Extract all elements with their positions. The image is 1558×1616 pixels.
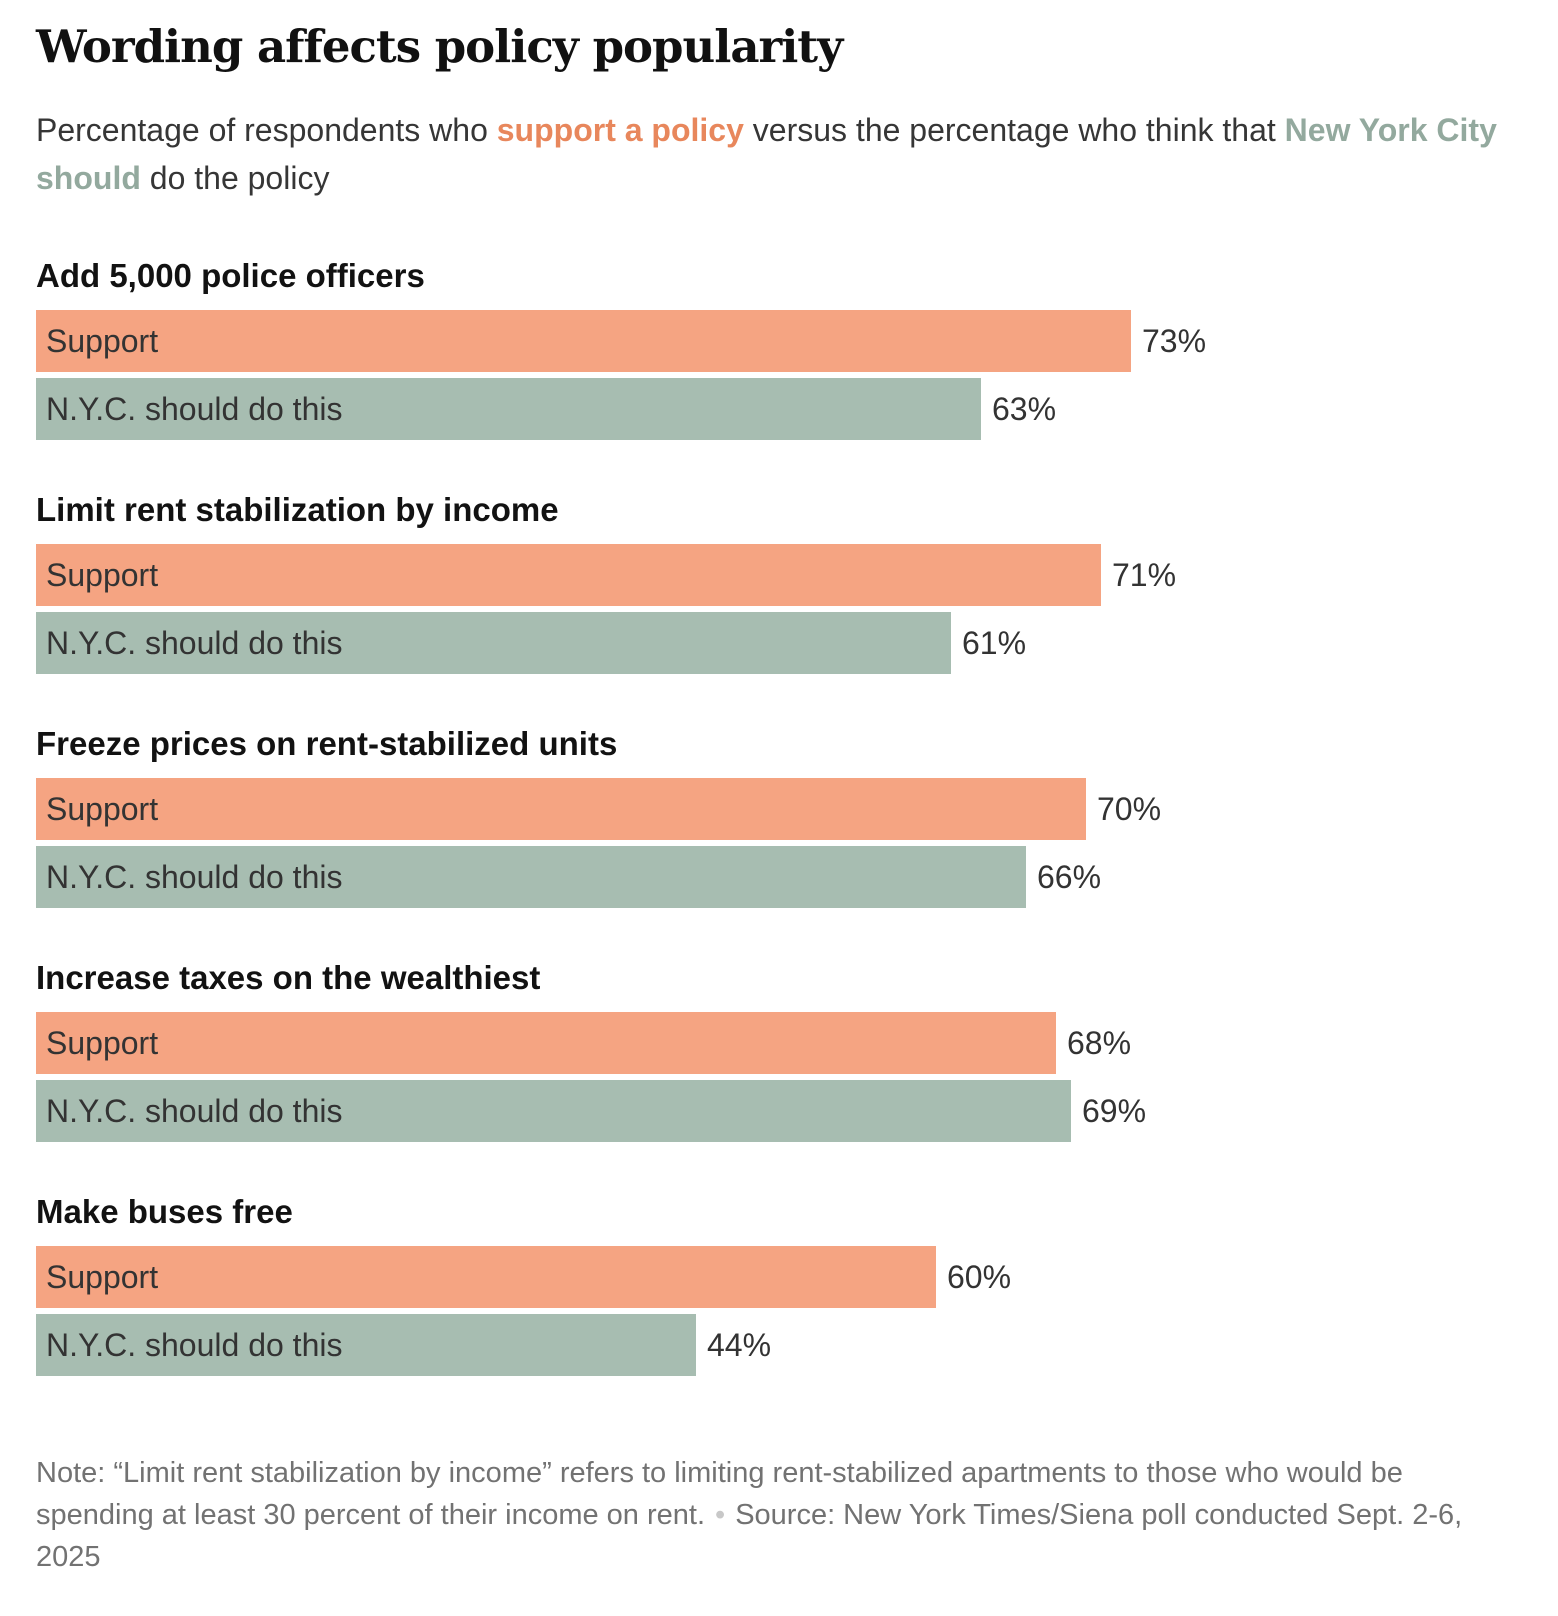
bar-row: N.Y.C. should do this 63% <box>36 378 1526 440</box>
value-label: 70% <box>1097 791 1162 827</box>
series-label: N.Y.C. should do this <box>46 625 343 661</box>
chart-container: Wording affects policy popularity Percen… <box>36 20 1526 1424</box>
policy-title: Make buses free <box>36 1193 293 1230</box>
should-bar <box>36 1080 1071 1142</box>
subtitle-should-highlight: New York City should <box>36 112 1497 196</box>
support-bar <box>36 310 1131 372</box>
bar-row: N.Y.C. should do this 44% <box>36 1314 1526 1376</box>
support-bar <box>36 1246 936 1308</box>
source-text: Source: New York Times/Siena poll conduc… <box>36 1499 1463 1573</box>
subtitle-text-2: versus the percentage who think that <box>743 112 1285 148</box>
support-bar <box>36 778 1086 840</box>
value-label: 44% <box>707 1327 772 1363</box>
should-bar <box>36 1314 696 1376</box>
value-label: 71% <box>1112 557 1177 593</box>
policy-group: Freeze prices on rent-stabilized units Su… <box>36 722 1526 908</box>
series-label: Support <box>46 1025 159 1061</box>
policy-title: Limit rent stabilization by income <box>36 491 559 528</box>
value-label: 73% <box>1142 323 1207 359</box>
policy-group: Limit rent stabilization by income Suppor… <box>36 488 1526 674</box>
policy-title: Increase taxes on the wealthiest <box>36 959 541 996</box>
footnote: Note: “Limit rent stabilization by incom… <box>36 1452 1526 1578</box>
series-label: N.Y.C. should do this <box>46 859 343 895</box>
policy-group: Add 5,000 police officers Support 73% N.Y.C… <box>36 254 1526 440</box>
bar-row: N.Y.C. should do this 69% <box>36 1080 1526 1142</box>
series-label: Support <box>46 557 159 593</box>
policy-group: Make buses free Support 60% N.Y.C. should d… <box>36 1190 1526 1376</box>
subtitle-text-3: do the policy <box>140 160 330 196</box>
series-label: N.Y.C. should do this <box>46 1327 343 1363</box>
subtitle-text-1: Percentage of respondents who <box>36 112 497 148</box>
should-bar <box>36 612 951 674</box>
separator-dot: • <box>715 1499 726 1531</box>
value-label: 63% <box>992 391 1057 427</box>
should-bar <box>36 846 1026 908</box>
chart-subtitle: Percentage of respondents who support a … <box>36 106 1526 202</box>
subtitle-support-highlight: support a policy <box>496 112 744 148</box>
value-label: 60% <box>947 1259 1012 1295</box>
support-bar <box>36 1012 1056 1074</box>
value-label: 69% <box>1082 1093 1147 1129</box>
value-label: 68% <box>1067 1025 1132 1061</box>
should-bar <box>36 378 981 440</box>
series-label: N.Y.C. should do this <box>46 391 343 427</box>
series-label: Support <box>46 323 159 359</box>
note-text: Note: “Limit rent stabilization by incom… <box>36 1457 1403 1531</box>
bar-groups: Add 5,000 police officers Support 73% N.Y.C… <box>36 254 1526 1376</box>
value-label: 61% <box>962 625 1027 661</box>
chart-title: Wording affects policy popularity <box>36 20 843 73</box>
series-label: Support <box>46 1259 159 1295</box>
bar-row: N.Y.C. should do this 66% <box>36 846 1526 908</box>
policy-group: Increase taxes on the wealthiest Support 6… <box>36 956 1526 1142</box>
bar-row: Support 70% <box>36 778 1526 840</box>
policy-title: Freeze prices on rent-stabilized units <box>36 725 618 762</box>
bar-row: Support 60% <box>36 1246 1526 1308</box>
bar-row: Support 71% <box>36 544 1526 606</box>
bar-row: Support 73% <box>36 310 1526 372</box>
policy-title: Add 5,000 police officers <box>36 257 425 294</box>
series-label: N.Y.C. should do this <box>46 1093 343 1129</box>
bar-row: N.Y.C. should do this 61% <box>36 612 1526 674</box>
value-label: 66% <box>1037 859 1102 895</box>
support-bar <box>36 544 1101 606</box>
series-label: Support <box>46 791 159 827</box>
bar-row: Support 68% <box>36 1012 1526 1074</box>
